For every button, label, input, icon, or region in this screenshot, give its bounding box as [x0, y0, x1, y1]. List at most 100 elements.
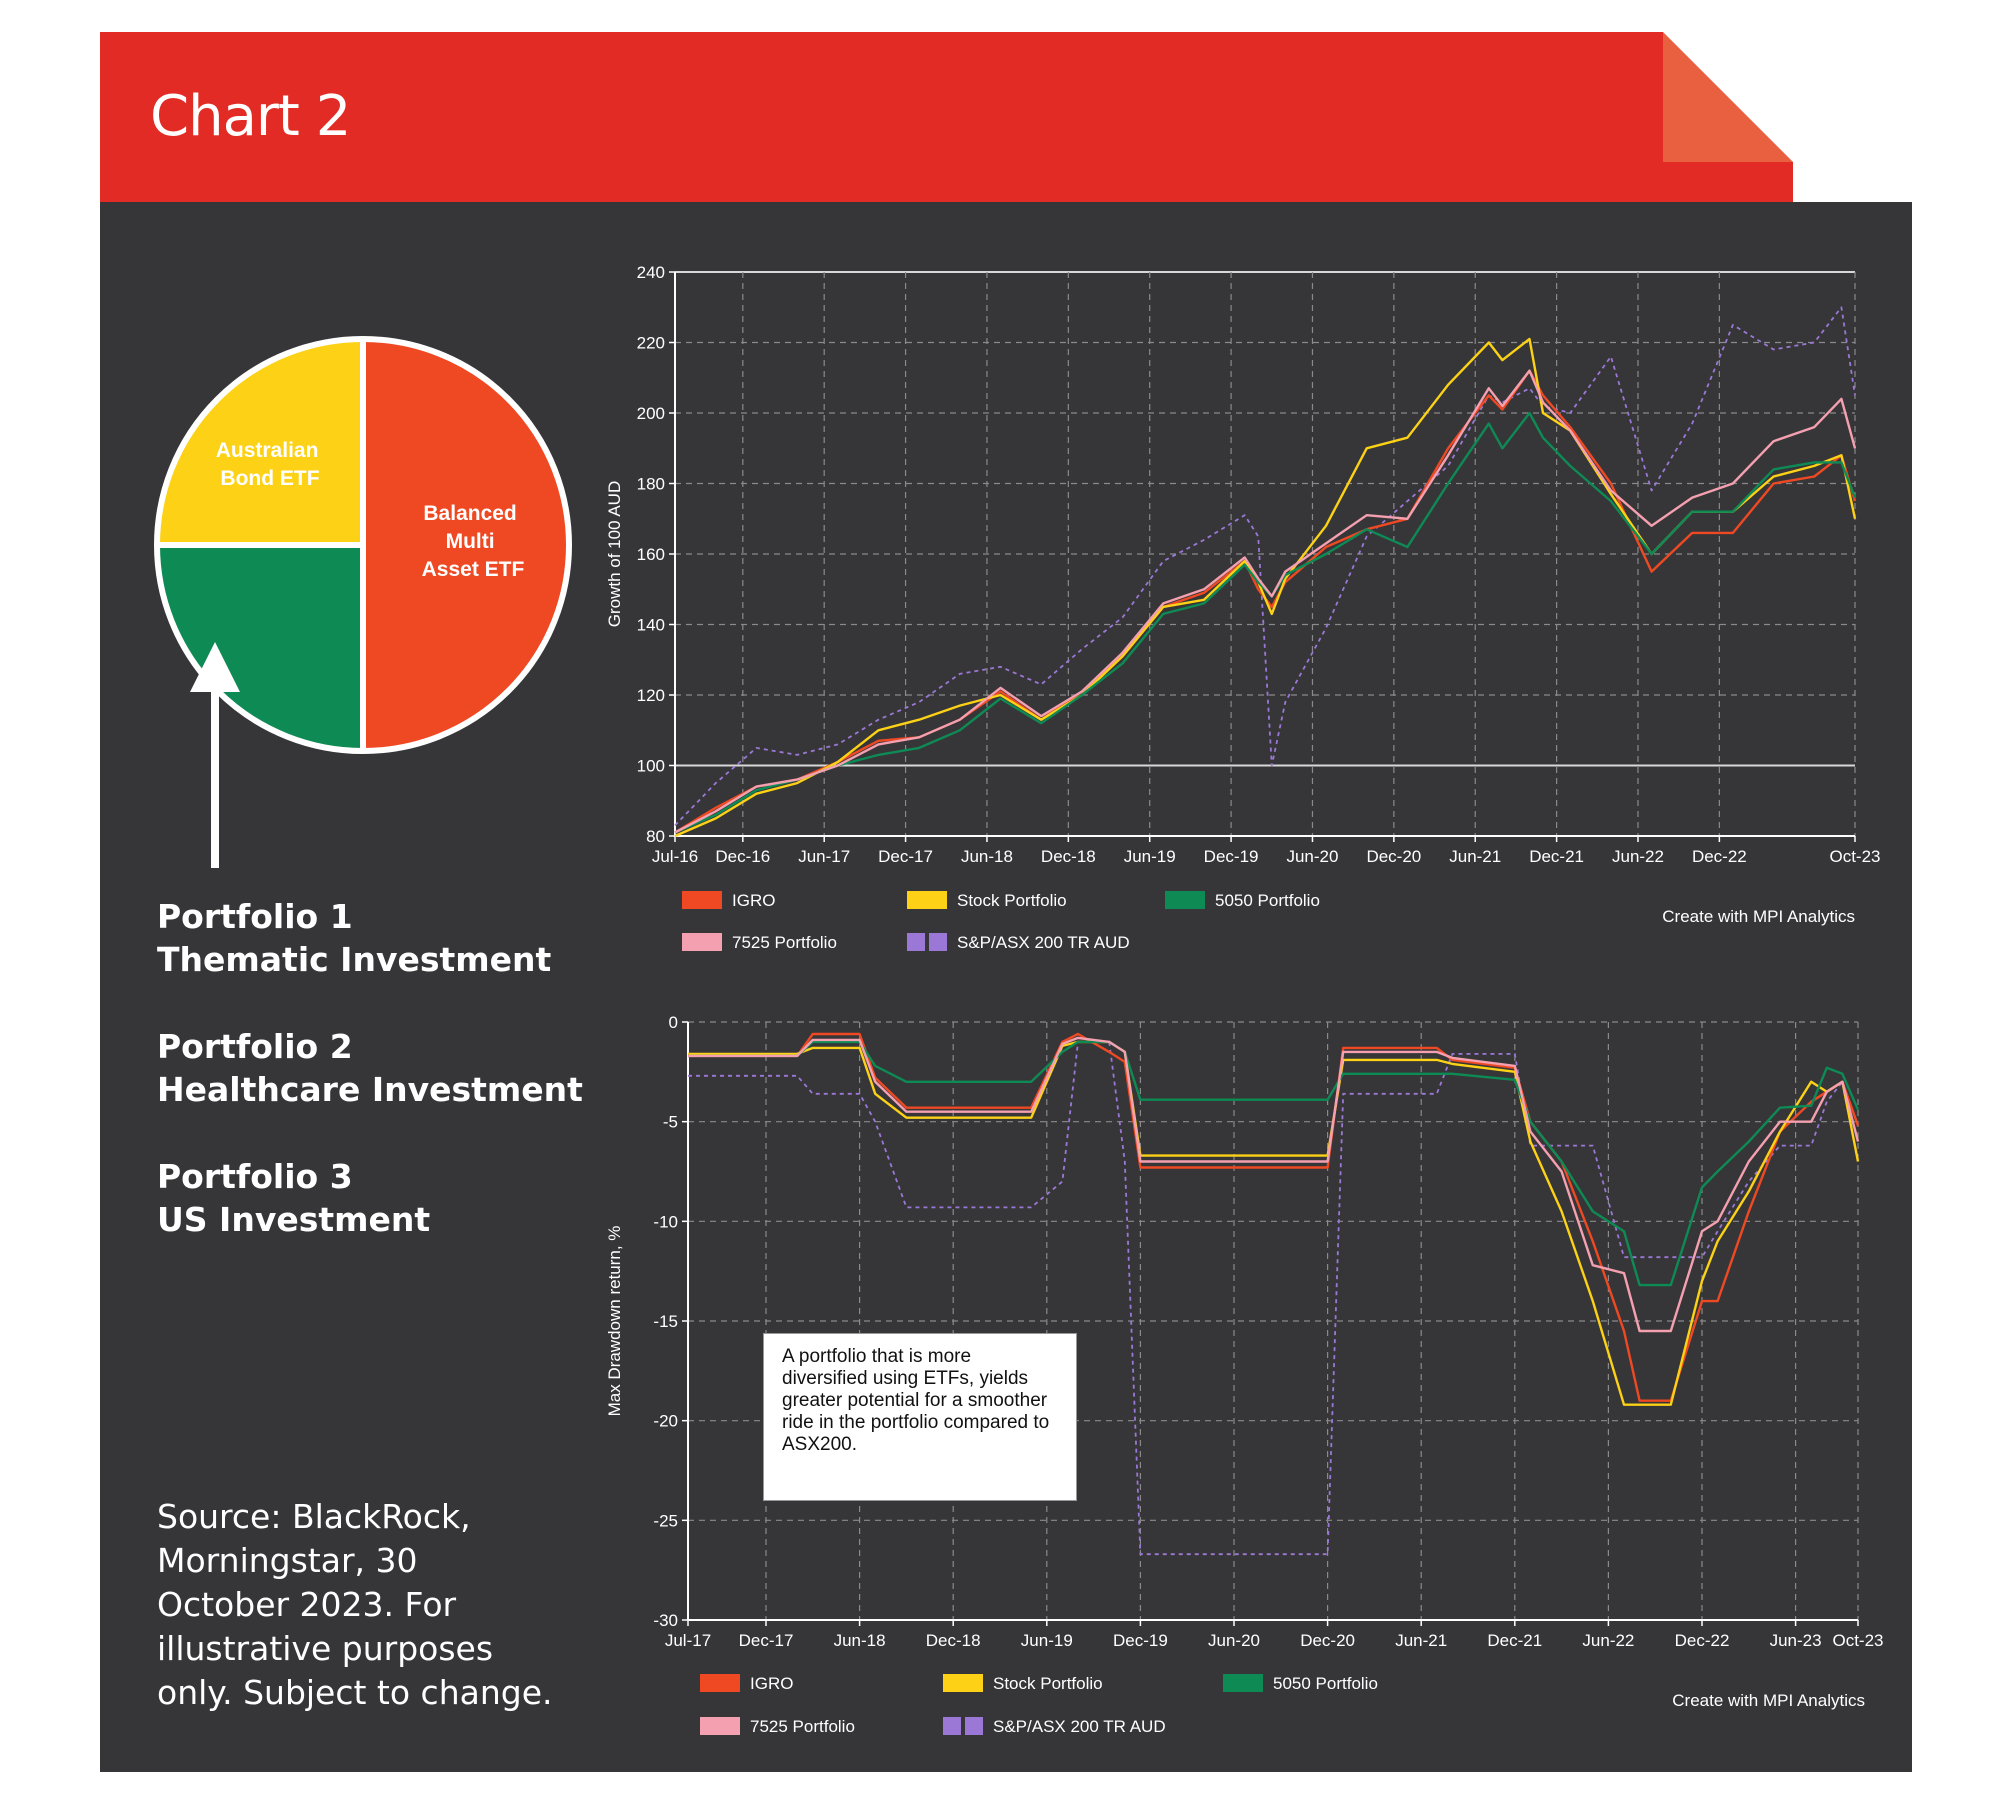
y-tick-label: -5 [663, 1113, 678, 1132]
x-tick-label: Jun-22 [1612, 847, 1664, 866]
y-axis-label: Max Drawdown return, % [605, 1226, 624, 1417]
portfolio-2: Portfolio 2 Healthcare Investment [157, 1025, 583, 1111]
y-tick-label: 160 [637, 545, 665, 564]
x-tick-label: Dec-17 [878, 847, 933, 866]
series-line-s-p-asx-200-tr-aud [674, 306, 1856, 827]
x-tick-label: Jun-23 [1770, 1631, 1822, 1650]
y-tick-label: 200 [637, 404, 665, 423]
series-line-7525-portfolio [688, 1036, 1860, 1333]
y-tick-label: -10 [653, 1212, 678, 1231]
pie-slice-1 [157, 545, 363, 751]
x-tick-label: Jul-16 [652, 847, 698, 866]
x-tick-label: Dec-21 [1487, 1631, 1542, 1650]
x-tick-label: Dec-17 [739, 1631, 794, 1650]
portfolio-3: Portfolio 3 US Investment [157, 1155, 430, 1241]
y-tick-label: 240 [637, 263, 665, 282]
portfolio-1-name: Portfolio 1 [157, 897, 353, 936]
page-fold-corner [1663, 32, 1793, 162]
series-line-igro [674, 369, 1857, 834]
page-title: Chart 2 [150, 84, 351, 149]
portfolio-3-name: Portfolio 3 [157, 1157, 353, 1196]
pie-slice-0 [363, 339, 569, 751]
y-tick-label: 220 [637, 334, 665, 353]
x-tick-label: Dec-16 [715, 847, 770, 866]
y-tick-label: 140 [637, 616, 665, 635]
pie-label-bond: Australian Bond ETF [216, 439, 325, 490]
legend-swatch-stock-portfolio [943, 1674, 983, 1692]
x-tick-label: Jul-17 [665, 1631, 711, 1650]
pie-slice-2 [157, 339, 363, 545]
legend-label-s-p-asx-200-tr-aud: S&P/ASX 200 TR AUD [993, 1717, 1166, 1736]
y-axis-label: Growth of 100 AUD [605, 481, 624, 627]
pie-label-bond-line2: Bond ETF [220, 467, 319, 490]
legend-swatch-5050-portfolio [1223, 1674, 1263, 1692]
x-tick-label: Jun-20 [1286, 847, 1338, 866]
legend-swatch-s-p-asx-200-tr-aud [943, 1717, 961, 1735]
x-tick-label: Dec-18 [926, 1631, 981, 1650]
x-tick-label: Dec-21 [1529, 847, 1584, 866]
x-tick-label: Dec-19 [1204, 847, 1259, 866]
portfolio-1: Portfolio 1 Thematic Investment [157, 895, 551, 981]
y-tick-label: 0 [669, 1013, 678, 1032]
legend-swatch-igro [682, 891, 722, 909]
x-tick-label: Jun-19 [1021, 1631, 1073, 1650]
x-tick-label: Oct-23 [1829, 847, 1880, 866]
chart-credit: Create with MPI Analytics [1672, 1691, 1865, 1710]
x-tick-label: Dec-22 [1692, 847, 1747, 866]
x-tick-label: Jun-21 [1395, 1631, 1447, 1650]
pie-label-balanced: Balanced Multi Asset ETF [422, 502, 525, 581]
legend-label-igro: IGRO [750, 1674, 793, 1693]
x-tick-label: Jun-17 [798, 847, 850, 866]
legend-swatch-7525-portfolio [700, 1717, 740, 1735]
series-line-5050-portfolio [688, 1040, 1860, 1287]
legend-label-s-p-asx-200-tr-aud: S&P/ASX 200 TR AUD [957, 933, 1130, 952]
y-tick-label: -20 [653, 1412, 678, 1431]
x-tick-label: Jun-19 [1124, 847, 1176, 866]
x-tick-label: Dec-18 [1041, 847, 1096, 866]
x-tick-label: Dec-20 [1300, 1631, 1355, 1650]
portfolio-3-desc: US Investment [157, 1200, 431, 1239]
x-tick-label: Jun-18 [961, 847, 1013, 866]
legend-label-5050-portfolio: 5050 Portfolio [1273, 1674, 1378, 1693]
header-banner: Chart 2 [100, 32, 1793, 202]
x-tick-label: Dec-20 [1366, 847, 1421, 866]
annotation-box: A portfolio that is more diversified usi… [763, 1333, 1077, 1501]
pie-label-balanced-line2: Multi [446, 530, 495, 553]
y-tick-label: -15 [653, 1312, 678, 1331]
growth-line-chart: 80 100 120 140 160 180 200 220 240 Jul-16 Dec-16 Ju… [605, 263, 1881, 952]
legend-label-7525-portfolio: 7525 Portfolio [732, 933, 837, 952]
series-line-stock-portfolio [688, 1040, 1860, 1406]
legend-label-7525-portfolio: 7525 Portfolio [750, 1717, 855, 1736]
pie-label-bond-line1: Australian [216, 439, 319, 462]
x-tick-label: Dec-22 [1675, 1631, 1730, 1650]
allocation-pie-chart: Balanced Multi Asset ETF Australian Bond… [154, 336, 572, 754]
series-line-s-p-asx-200-tr-aud [688, 1041, 1859, 1556]
portfolio-1-desc: Thematic Investment [157, 940, 552, 979]
legend-label-igro: IGRO [732, 891, 775, 910]
y-tick-label: 180 [637, 475, 665, 494]
x-tick-label: Jun-21 [1449, 847, 1501, 866]
legend-swatch-igro [700, 1674, 740, 1692]
legend-swatch-s-p-asx-200-tr-aud [965, 1717, 983, 1735]
pie-label-balanced-line1: Balanced [423, 502, 516, 525]
pie-label-balanced-line3: Asset ETF [422, 558, 525, 581]
legend-swatch-7525-portfolio [682, 933, 722, 951]
legend-label-stock-portfolio: Stock Portfolio [957, 891, 1067, 910]
legend-swatch-5050-portfolio [1165, 891, 1205, 909]
x-tick-label: Jun-20 [1208, 1631, 1260, 1650]
x-tick-label: Jun-22 [1582, 1631, 1634, 1650]
arrow-up-icon [190, 642, 240, 868]
x-tick-label: Oct-23 [1832, 1631, 1883, 1650]
legend-swatch-s-p-asx-200-tr-aud [907, 933, 925, 951]
y-tick-label: 120 [637, 686, 665, 705]
source-note: Source: BlackRock, Morningstar, 30 Octob… [157, 1497, 553, 1712]
y-tick-label: -25 [653, 1511, 678, 1530]
legend-label-5050-portfolio: 5050 Portfolio [1215, 891, 1320, 910]
legend-label-stock-portfolio: Stock Portfolio [993, 1674, 1103, 1693]
portfolio-2-desc: Healthcare Investment [157, 1070, 583, 1109]
y-tick-label: -30 [653, 1611, 678, 1630]
x-tick-label: Jun-18 [834, 1631, 886, 1650]
legend-swatch-s-p-asx-200-tr-aud [929, 933, 947, 951]
x-tick-label: Dec-19 [1113, 1631, 1168, 1650]
